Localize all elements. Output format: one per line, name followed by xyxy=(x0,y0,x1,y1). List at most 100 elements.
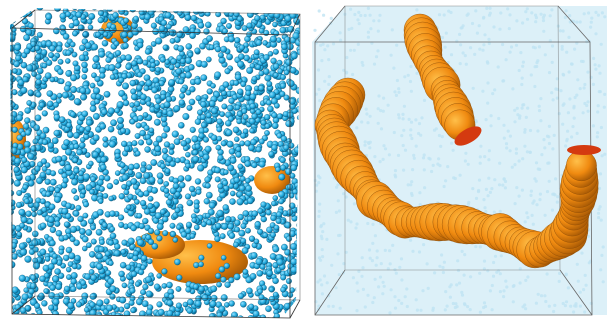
particle xyxy=(160,116,168,123)
particle xyxy=(513,163,517,167)
particle xyxy=(502,177,506,181)
particle xyxy=(135,122,142,129)
particle xyxy=(119,296,127,304)
particle xyxy=(596,13,601,17)
particle xyxy=(525,150,530,154)
particle xyxy=(564,272,568,276)
particle xyxy=(561,103,565,107)
particle xyxy=(154,103,161,110)
particle xyxy=(463,253,467,257)
particle xyxy=(130,307,136,314)
particle xyxy=(177,8,185,11)
particle xyxy=(159,56,166,63)
particle xyxy=(194,143,201,150)
particle xyxy=(139,177,147,185)
particle xyxy=(506,7,510,11)
particle xyxy=(84,152,91,158)
particle xyxy=(421,289,425,293)
particle xyxy=(233,273,241,281)
particle xyxy=(228,183,235,189)
particle xyxy=(392,66,396,70)
particle xyxy=(237,315,244,318)
particle xyxy=(268,295,275,303)
particle xyxy=(292,8,298,15)
particle xyxy=(19,25,27,33)
particle xyxy=(10,209,14,215)
particle xyxy=(438,164,442,168)
particle xyxy=(290,258,298,266)
particle xyxy=(355,281,359,285)
particle xyxy=(203,28,210,35)
particle xyxy=(186,104,193,111)
particle xyxy=(82,212,89,219)
particle xyxy=(75,11,82,18)
particle xyxy=(38,101,45,109)
particle xyxy=(319,234,323,238)
particle xyxy=(194,178,202,185)
particle xyxy=(566,111,571,115)
particle xyxy=(547,71,552,75)
particle xyxy=(42,126,50,134)
particle xyxy=(443,45,447,49)
particle xyxy=(79,142,86,149)
particle xyxy=(191,217,197,223)
particle xyxy=(540,153,544,157)
particle xyxy=(355,126,359,130)
particle xyxy=(258,27,265,34)
particle xyxy=(441,270,445,275)
particle xyxy=(249,273,257,280)
particle xyxy=(556,195,560,199)
particle xyxy=(550,60,554,64)
particle xyxy=(492,25,496,29)
particle xyxy=(228,232,236,239)
particle xyxy=(564,9,568,13)
particle xyxy=(144,48,151,55)
particle xyxy=(121,239,128,246)
particle xyxy=(147,202,154,210)
particle xyxy=(597,207,601,211)
particle xyxy=(255,109,262,116)
particle xyxy=(71,8,79,11)
particle xyxy=(195,189,202,195)
particle xyxy=(518,116,522,120)
particle xyxy=(539,119,543,123)
particle xyxy=(283,302,291,310)
tube-bead xyxy=(566,150,597,182)
particle xyxy=(284,36,291,43)
particle xyxy=(236,110,243,117)
particle xyxy=(172,182,180,190)
particle xyxy=(327,82,331,86)
particle xyxy=(550,91,554,95)
particle xyxy=(168,64,175,71)
particle xyxy=(260,201,267,208)
particle xyxy=(583,273,587,277)
particle xyxy=(169,160,176,168)
particle xyxy=(487,176,491,180)
particle xyxy=(69,111,76,118)
particle xyxy=(560,44,564,49)
particle xyxy=(598,205,602,209)
particle xyxy=(478,47,482,51)
particle xyxy=(72,19,80,27)
particle xyxy=(100,164,107,171)
particle xyxy=(59,160,66,167)
particle xyxy=(393,173,397,177)
particle xyxy=(284,221,292,229)
particle xyxy=(10,126,13,133)
particle xyxy=(523,130,527,134)
particle xyxy=(352,202,356,206)
particle xyxy=(161,268,168,275)
particle xyxy=(440,35,445,40)
particle xyxy=(598,71,602,75)
particle xyxy=(460,26,464,30)
particle xyxy=(409,133,413,137)
particle xyxy=(529,193,533,197)
particle xyxy=(482,301,487,305)
particle xyxy=(160,93,167,100)
particle xyxy=(375,249,379,253)
particle xyxy=(478,310,482,314)
particle xyxy=(289,243,298,251)
particle xyxy=(10,69,13,75)
particle xyxy=(547,304,551,308)
particle xyxy=(122,99,130,107)
